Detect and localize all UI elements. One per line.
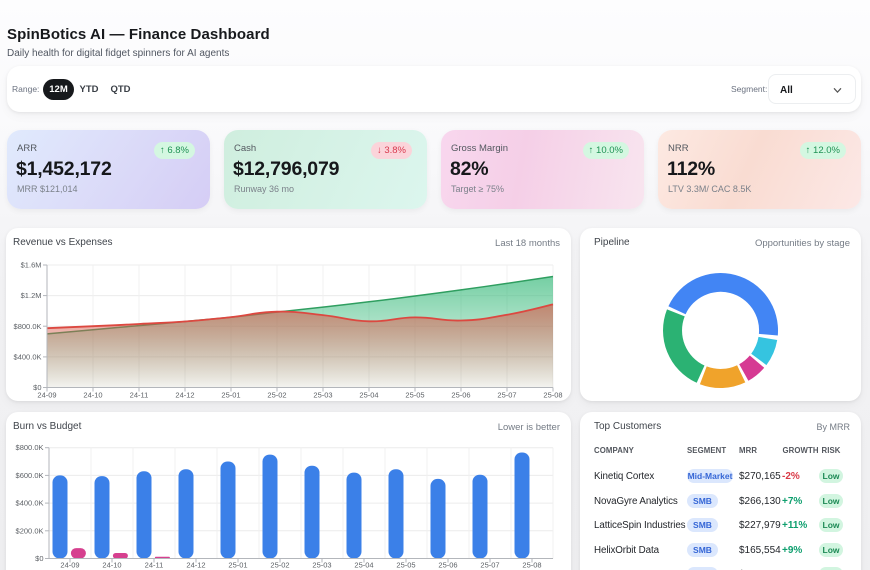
svg-text:$200.0K: $200.0K: [16, 526, 44, 535]
svg-text:24-10: 24-10: [102, 561, 121, 570]
svg-text:24-11: 24-11: [130, 391, 149, 400]
svg-text:$800.0K: $800.0K: [14, 322, 42, 331]
svg-text:25-07: 25-07: [497, 391, 516, 400]
svg-text:24-11: 24-11: [145, 561, 164, 570]
svg-text:25-08: 25-08: [543, 391, 562, 400]
svg-text:$400.0K: $400.0K: [14, 352, 42, 361]
svg-text:$1.2M: $1.2M: [21, 291, 42, 300]
svg-text:25-08: 25-08: [522, 561, 541, 570]
svg-text:24-12: 24-12: [186, 561, 205, 570]
svg-text:25-05: 25-05: [396, 561, 415, 570]
svg-text:25-01: 25-01: [221, 391, 240, 400]
svg-text:25-04: 25-04: [354, 561, 373, 570]
svg-text:25-06: 25-06: [438, 561, 457, 570]
svg-text:$800.0K: $800.0K: [16, 443, 44, 452]
svg-text:24-09: 24-09: [60, 561, 79, 570]
svg-text:$0: $0: [33, 383, 41, 392]
svg-text:25-06: 25-06: [451, 391, 470, 400]
svg-text:$0: $0: [35, 554, 43, 563]
svg-text:25-02: 25-02: [270, 561, 289, 570]
svg-text:25-07: 25-07: [480, 561, 499, 570]
svg-text:25-03: 25-03: [312, 561, 331, 570]
svg-text:25-01: 25-01: [228, 561, 247, 570]
svg-text:25-05: 25-05: [405, 391, 424, 400]
svg-text:24-12: 24-12: [175, 391, 194, 400]
svg-text:25-04: 25-04: [359, 391, 378, 400]
svg-text:$400.0K: $400.0K: [16, 499, 44, 508]
svg-text:$1.6M: $1.6M: [21, 261, 42, 270]
svg-text:25-03: 25-03: [313, 391, 332, 400]
svg-text:25-02: 25-02: [267, 391, 286, 400]
svg-text:$600.0K: $600.0K: [16, 471, 44, 480]
svg-text:24-10: 24-10: [83, 391, 102, 400]
svg-text:24-09: 24-09: [37, 391, 56, 400]
